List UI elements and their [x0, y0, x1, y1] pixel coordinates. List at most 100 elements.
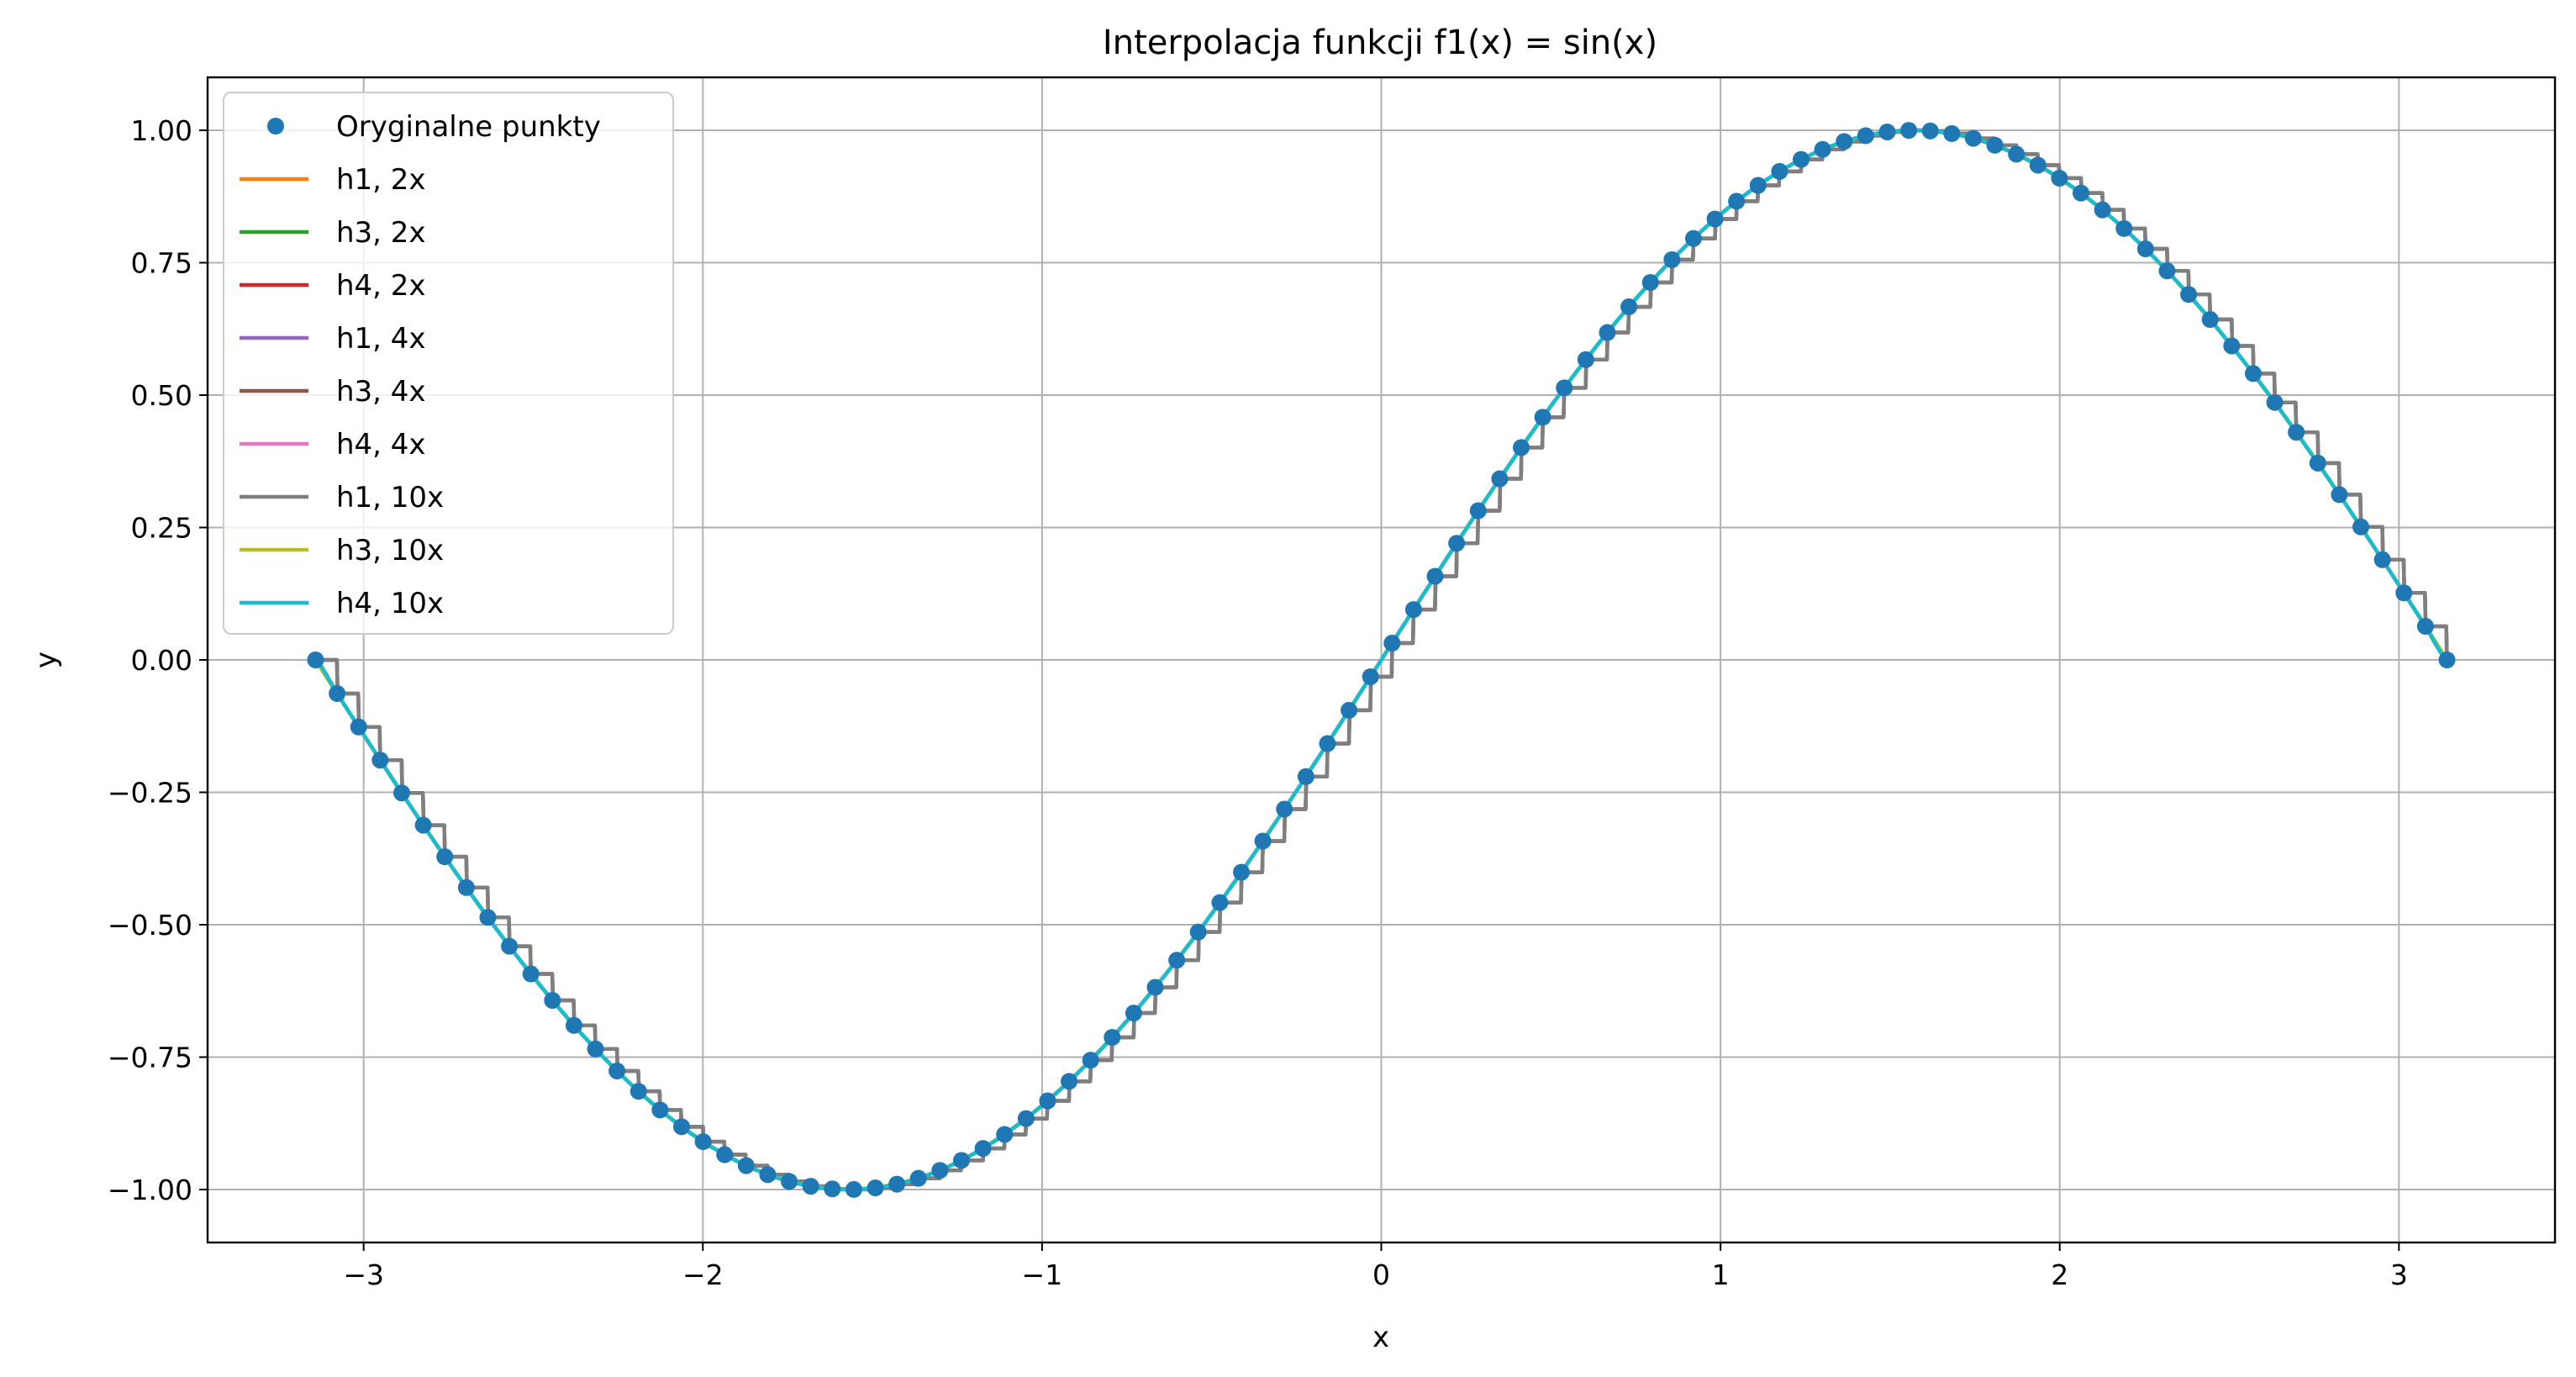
y-tick-label: −0.25: [108, 777, 192, 810]
x-tick-label: 0: [1372, 1258, 1390, 1291]
x-tick-label: −3: [343, 1258, 384, 1291]
legend-label: Oryginalne punkty: [336, 110, 601, 144]
original-point: [630, 1083, 647, 1100]
original-point: [759, 1166, 777, 1184]
y-tick-label: 0.75: [131, 247, 192, 280]
original-point: [1577, 351, 1594, 368]
original-point: [1599, 324, 1616, 341]
y-axis-label: y: [29, 652, 63, 668]
x-tick-label: 3: [2390, 1258, 2408, 1291]
original-point: [1620, 298, 1638, 315]
original-point: [952, 1152, 970, 1169]
legend: Oryginalne punkty h1, 2x h3, 2x h4, 2x h1, 4…: [223, 92, 674, 635]
series-line: [314, 128, 2449, 1192]
x-axis-label: x: [1372, 1321, 1389, 1354]
original-point: [2051, 169, 2068, 187]
original-point: [1254, 832, 1272, 850]
original-point: [2201, 311, 2219, 329]
original-point: [1556, 379, 1573, 397]
x-tick-label: −1: [1022, 1258, 1063, 1291]
original-point: [931, 1162, 949, 1179]
original-point: [565, 1016, 582, 1034]
legend-label: h3, 4x: [336, 375, 426, 409]
original-point: [1082, 1052, 1099, 1069]
original-point: [2438, 651, 2456, 668]
y-axis-ticks: −1.00 −0.75 −0.50 −0.25 0.00 0.25 0.50 0.75 1.00: [108, 114, 208, 1206]
original-point: [2266, 393, 2284, 411]
original-point: [1146, 979, 1164, 996]
original-point: [1168, 952, 1186, 969]
original-point: [1104, 1028, 1121, 1046]
original-point: [737, 1157, 755, 1174]
original-point: [1362, 667, 1379, 685]
original-point: [2373, 551, 2391, 568]
original-point: [802, 1178, 819, 1195]
legend-marker: [267, 118, 284, 135]
original-point: [1276, 800, 1293, 818]
original-point: [436, 848, 454, 866]
original-point: [1878, 123, 1896, 140]
original-point: [1706, 210, 1724, 228]
original-point: [307, 652, 324, 669]
original-point: [1491, 470, 1509, 488]
original-point: [2158, 262, 2176, 280]
original-point: [1771, 162, 1788, 180]
y-tick-label: 0.25: [131, 512, 192, 545]
original-point: [909, 1169, 927, 1187]
original-point: [1986, 136, 2004, 154]
original-point: [1341, 701, 1358, 719]
original-point: [2008, 145, 2026, 163]
legend-label: h4, 2x: [336, 269, 426, 303]
y-tick-label: −0.50: [108, 909, 192, 942]
original-point: [2352, 518, 2370, 536]
original-point: [1125, 1005, 1142, 1022]
original-point: [2331, 486, 2348, 504]
original-point: [371, 752, 389, 769]
original-point: [1921, 122, 1939, 140]
original-point: [888, 1175, 906, 1193]
original-point: [2244, 365, 2262, 382]
original-point: [974, 1140, 992, 1158]
original-point: [1513, 439, 1530, 456]
original-point: [544, 991, 561, 1009]
original-point: [2094, 201, 2111, 219]
original-point: [392, 784, 410, 802]
legend-label: h3, 10x: [336, 534, 444, 567]
original-point: [1641, 274, 1659, 292]
chart-title: Interpolacja funkcji f1(x) = sin(x): [1103, 24, 1657, 62]
original-point: [2395, 584, 2413, 602]
original-point: [1039, 1092, 1056, 1110]
original-point: [2115, 219, 2133, 237]
original-point: [1319, 735, 1336, 752]
original-point: [716, 1146, 734, 1163]
original-point: [587, 1040, 604, 1058]
original-point: [1017, 1110, 1035, 1127]
legend-label: h1, 2x: [336, 163, 426, 197]
original-point: [2136, 240, 2154, 258]
grid: [208, 77, 2555, 1242]
original-point: [2223, 337, 2241, 355]
original-point: [2029, 156, 2047, 174]
original-point: [845, 1180, 862, 1198]
original-point: [1900, 122, 1918, 140]
original-point: [414, 816, 432, 834]
legend-label: h4, 10x: [336, 587, 444, 620]
x-tick-label: 2: [2051, 1258, 2068, 1291]
original-point: [781, 1173, 798, 1190]
original-point: [329, 684, 346, 702]
original-point: [694, 1133, 712, 1151]
original-point: [1964, 129, 1982, 147]
original-point: [1426, 567, 1444, 585]
legend-label: h1, 4x: [336, 322, 426, 356]
original-point: [824, 1180, 841, 1198]
original-point: [522, 965, 540, 983]
original-point: [1189, 923, 1207, 941]
original-point: [1534, 409, 1551, 426]
y-tick-label: −1.00: [108, 1174, 192, 1206]
original-point: [2073, 184, 2090, 202]
original-point: [1297, 768, 1314, 785]
original-point: [1836, 133, 1853, 150]
legend-label: h1, 10x: [336, 481, 444, 514]
original-point: [1448, 535, 1466, 552]
